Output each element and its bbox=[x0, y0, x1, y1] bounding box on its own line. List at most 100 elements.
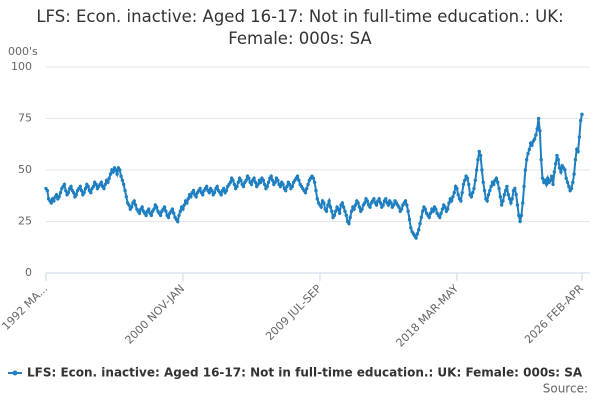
point bbox=[69, 184, 73, 189]
point bbox=[278, 184, 283, 189]
point bbox=[399, 207, 404, 211]
point bbox=[532, 137, 537, 141]
point bbox=[505, 184, 509, 189]
point bbox=[546, 176, 550, 180]
point bbox=[496, 180, 500, 185]
point bbox=[222, 186, 226, 191]
point bbox=[140, 205, 144, 209]
point bbox=[178, 209, 183, 213]
point bbox=[322, 201, 326, 205]
point bbox=[118, 168, 122, 172]
point bbox=[503, 188, 508, 193]
point bbox=[74, 193, 78, 197]
point bbox=[409, 225, 413, 230]
point bbox=[494, 176, 499, 180]
point bbox=[198, 186, 202, 191]
point bbox=[306, 182, 310, 187]
point bbox=[507, 197, 512, 201]
point bbox=[175, 219, 180, 224]
point bbox=[347, 221, 351, 226]
point bbox=[253, 180, 258, 185]
point bbox=[231, 178, 235, 182]
point bbox=[252, 176, 256, 180]
point bbox=[314, 188, 318, 193]
point bbox=[185, 201, 189, 205]
point bbox=[530, 143, 534, 147]
point bbox=[565, 180, 570, 185]
point bbox=[285, 184, 289, 189]
point bbox=[281, 182, 285, 187]
point bbox=[510, 197, 514, 201]
point bbox=[49, 201, 53, 205]
point bbox=[45, 188, 50, 193]
point bbox=[405, 203, 409, 207]
point bbox=[580, 112, 584, 117]
point bbox=[381, 203, 385, 207]
point bbox=[414, 236, 418, 240]
point bbox=[571, 180, 575, 185]
point bbox=[518, 219, 522, 224]
point bbox=[438, 215, 442, 220]
point bbox=[519, 213, 524, 218]
point bbox=[219, 193, 223, 197]
point bbox=[428, 211, 433, 215]
point bbox=[377, 197, 381, 201]
point bbox=[418, 221, 422, 226]
point bbox=[407, 217, 412, 222]
x-tick-label: 2009 JUL-SEP bbox=[263, 282, 324, 343]
point bbox=[534, 133, 538, 137]
point bbox=[343, 209, 347, 213]
point bbox=[212, 190, 217, 195]
point bbox=[352, 207, 356, 211]
point bbox=[287, 182, 292, 187]
point bbox=[564, 176, 568, 180]
point bbox=[249, 182, 254, 187]
point bbox=[172, 211, 176, 215]
point bbox=[357, 205, 362, 209]
point bbox=[337, 211, 342, 215]
point bbox=[502, 193, 506, 197]
y-tick-label: 0 bbox=[25, 266, 32, 279]
point bbox=[473, 178, 478, 182]
legend-label: LFS: Econ. inactive: Aged 16-17: Not in … bbox=[27, 366, 583, 380]
point bbox=[162, 205, 167, 209]
point bbox=[391, 203, 396, 207]
point bbox=[78, 184, 82, 189]
point bbox=[470, 190, 475, 195]
point bbox=[548, 178, 553, 182]
point bbox=[319, 205, 323, 209]
point bbox=[527, 147, 532, 152]
point bbox=[262, 182, 267, 187]
point bbox=[340, 201, 345, 205]
point bbox=[194, 195, 198, 199]
x-tick-label: 1992 MA... bbox=[0, 282, 50, 333]
point bbox=[129, 205, 134, 209]
point bbox=[406, 209, 410, 213]
point bbox=[256, 182, 260, 187]
point bbox=[372, 197, 376, 201]
point bbox=[492, 182, 496, 187]
point bbox=[482, 188, 487, 193]
point bbox=[513, 186, 517, 191]
point bbox=[556, 158, 560, 162]
point bbox=[236, 180, 240, 185]
point bbox=[461, 182, 466, 187]
point bbox=[460, 190, 464, 195]
point bbox=[189, 195, 193, 199]
point bbox=[572, 172, 576, 176]
point bbox=[478, 153, 483, 158]
point bbox=[553, 162, 558, 166]
point bbox=[573, 158, 578, 162]
point bbox=[459, 199, 463, 203]
point bbox=[349, 209, 354, 213]
point bbox=[559, 170, 563, 174]
point bbox=[480, 168, 484, 172]
point bbox=[62, 182, 67, 187]
point bbox=[348, 215, 352, 220]
point bbox=[297, 178, 301, 182]
point bbox=[89, 190, 93, 195]
point bbox=[201, 193, 205, 197]
point bbox=[419, 215, 424, 220]
point bbox=[514, 193, 518, 197]
point bbox=[356, 201, 360, 205]
